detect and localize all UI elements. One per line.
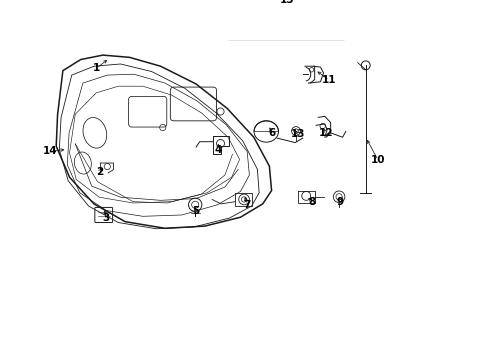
Bar xyxy=(227,7,344,39)
Text: 1: 1 xyxy=(92,63,100,73)
Text: 5: 5 xyxy=(192,206,199,216)
Text: 9: 9 xyxy=(336,197,343,207)
Text: 13: 13 xyxy=(290,129,305,139)
Text: 7: 7 xyxy=(243,200,250,210)
Text: 6: 6 xyxy=(268,128,276,138)
Text: 12: 12 xyxy=(318,128,332,138)
Text: 14: 14 xyxy=(43,145,58,156)
Text: 2: 2 xyxy=(96,167,102,177)
Text: 15: 15 xyxy=(279,0,294,5)
Text: 3: 3 xyxy=(102,213,110,223)
Text: 10: 10 xyxy=(370,156,385,165)
Text: 4: 4 xyxy=(214,145,222,155)
Bar xyxy=(284,15,291,30)
Text: 8: 8 xyxy=(308,197,315,207)
Text: 11: 11 xyxy=(322,76,336,85)
